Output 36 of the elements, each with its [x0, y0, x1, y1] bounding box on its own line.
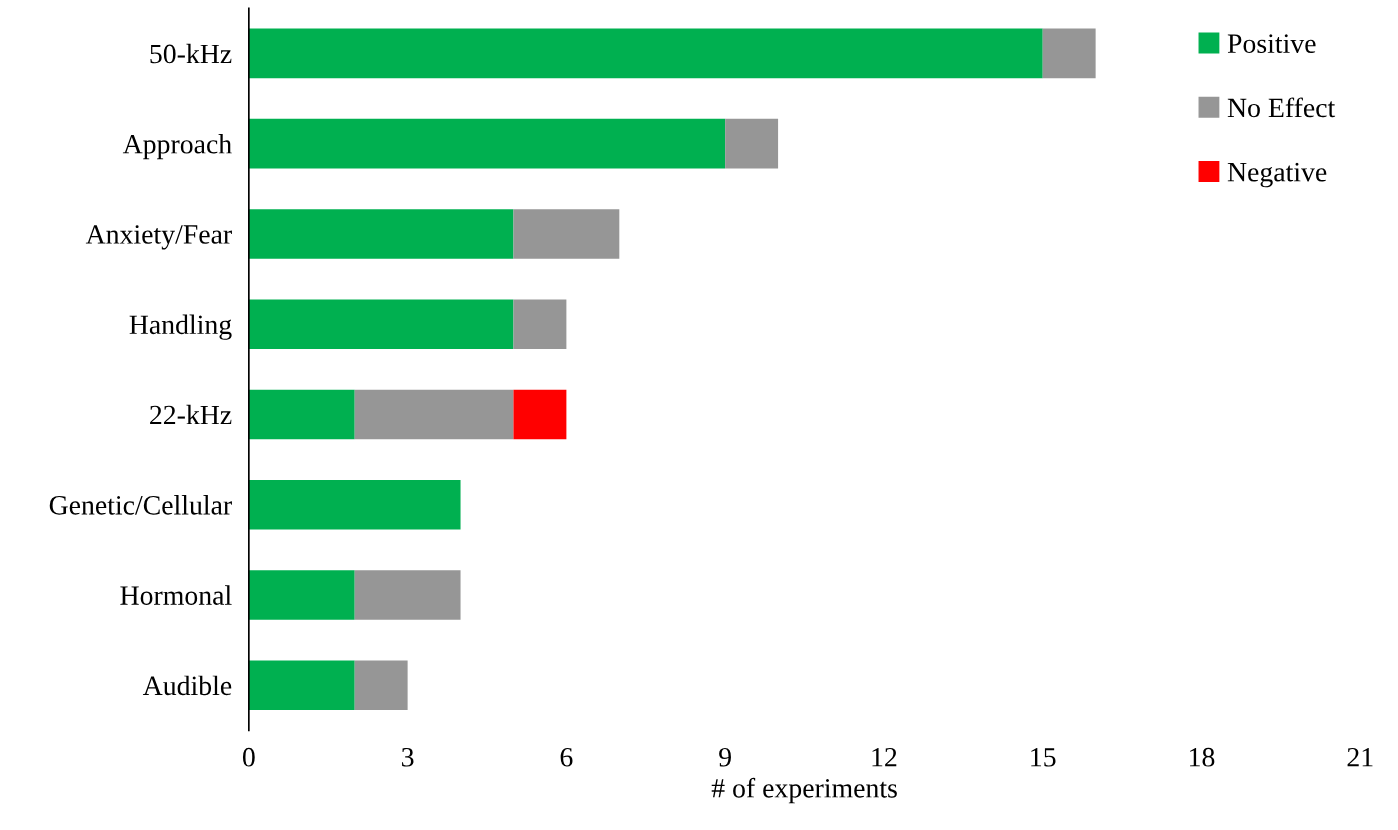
- bar: [248, 389, 355, 440]
- x-tick-label: 21: [1347, 747, 1373, 767]
- bar: [354, 660, 408, 711]
- y-tick-label: 50-kHz: [150, 43, 232, 64]
- y-tick-label: Handling: [129, 314, 232, 340]
- x-tick-label: 15: [1031, 748, 1056, 767]
- bar: [248, 118, 726, 169]
- y-tick-label: Hormonal: [120, 585, 232, 605]
- x-axis-title: # of experiments: [711, 777, 897, 804]
- legend-label: No Effect: [1227, 97, 1336, 118]
- bar: [248, 28, 1043, 79]
- bar: [354, 570, 461, 620]
- legend-label: Negative: [1227, 162, 1327, 188]
- x-tick-label: 18: [1190, 747, 1215, 767]
- y-tick-label: Genetic/Cellular: [49, 495, 232, 515]
- bar: [513, 389, 567, 440]
- bar: [1042, 28, 1096, 79]
- legend-label: Positive: [1227, 34, 1316, 54]
- bar: [248, 209, 514, 259]
- bar: [248, 299, 514, 350]
- y-tick-label: 22-kHz: [150, 404, 232, 425]
- y-tick-label: Anxiety/Fear: [85, 225, 232, 250]
- x-tick-label: 9: [719, 747, 731, 767]
- bar: [513, 209, 620, 259]
- x-tick-label: 0: [242, 747, 255, 767]
- x-tick-label: 6: [560, 747, 573, 767]
- x-tick-label: 12: [872, 747, 897, 767]
- bar: [248, 479, 461, 530]
- y-tick-label: Approach: [122, 134, 232, 160]
- y-tick-label: Audible: [142, 675, 232, 696]
- bar: [513, 299, 567, 350]
- bar: [354, 389, 514, 440]
- x-tick-label: 3: [402, 747, 414, 767]
- bar: [248, 570, 355, 620]
- bar: [725, 118, 779, 169]
- bar: [248, 660, 355, 711]
